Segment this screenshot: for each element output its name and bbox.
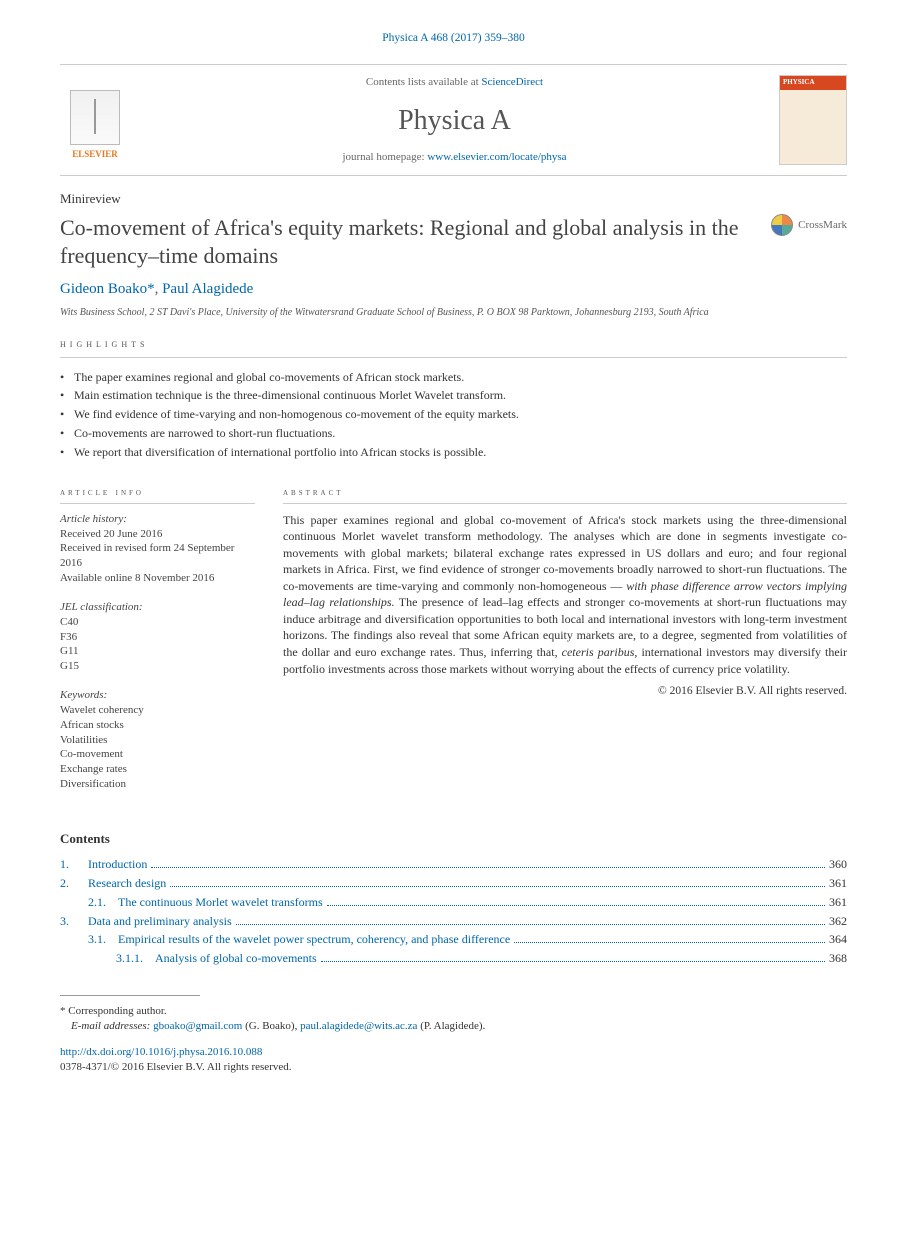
history-label: Article history: — [60, 513, 127, 525]
highlight-item: We report that diversification of intern… — [60, 443, 847, 462]
homepage-link[interactable]: www.elsevier.com/locate/physa — [427, 151, 566, 163]
highlight-item: Co-movements are narrowed to short-run f… — [60, 424, 847, 443]
toc-num: 2. — [60, 875, 88, 892]
table-of-contents: 1. Introduction 360 2. Research design 3… — [60, 856, 847, 967]
author-email-2[interactable]: paul.alagidede@wits.ac.za — [300, 1020, 417, 1032]
doi-link[interactable]: http://dx.doi.org/10.1016/j.physa.2016.1… — [60, 1046, 262, 1058]
highlights-heading: HIGHLIGHTS — [60, 337, 847, 357]
highlights-list: The paper examines regional and global c… — [60, 368, 847, 462]
affiliation: Wits Business School, 2 ST Davi's Place,… — [60, 306, 847, 319]
corr-label: Corresponding author. — [68, 1005, 166, 1017]
article-type: Minireview — [60, 190, 847, 208]
article-history: Article history: Received 20 June 2016 R… — [60, 512, 255, 586]
toc-title: Data and preliminary analysis — [88, 913, 232, 930]
toc-page: 364 — [829, 931, 847, 948]
toc-row[interactable]: 3.1. Empirical results of the wavelet po… — [60, 931, 847, 948]
toc-dots — [327, 905, 825, 906]
email-label: E-mail addresses: — [71, 1020, 150, 1032]
journal-homepage: journal homepage: www.elsevier.com/locat… — [130, 150, 779, 165]
corresponding-author: * Corresponding author. E-mail addresses… — [60, 1004, 847, 1035]
toc-num: 3.1. — [88, 931, 118, 948]
toc-title: The continuous Morlet wavelet transforms — [118, 894, 323, 911]
jel-block: JEL classification: C40 F36 G11 G15 — [60, 600, 255, 674]
toc-row[interactable]: 1. Introduction 360 — [60, 856, 847, 873]
cover-label: PHYSICA — [780, 76, 846, 90]
highlight-item: We find evidence of time-varying and non… — [60, 405, 847, 424]
abstract-copyright: © 2016 Elsevier B.V. All rights reserved… — [283, 683, 847, 699]
jel-label: JEL classification: — [60, 601, 143, 613]
toc-num: 1. — [60, 856, 88, 873]
toc-title: Introduction — [88, 856, 147, 873]
toc-title: Empirical results of the wavelet power s… — [118, 931, 510, 948]
article-title: Co-movement of Africa's equity markets: … — [60, 214, 771, 269]
corr-mark[interactable]: * — [147, 281, 155, 297]
article-info-heading: ARTICLE INFO — [60, 486, 255, 504]
masthead: ELSEVIER Contents lists available at Sci… — [60, 64, 847, 176]
toc-row[interactable]: 2.1. The continuous Morlet wavelet trans… — [60, 894, 847, 911]
toc-page: 368 — [829, 950, 847, 967]
toc-page: 360 — [829, 856, 847, 873]
toc-title: Analysis of global co-movements — [155, 950, 317, 967]
issn-line: 0378-4371/© 2016 Elsevier B.V. All right… — [60, 1060, 847, 1075]
contents-heading: Contents — [60, 830, 847, 848]
toc-num: 3.1.1. — [116, 950, 155, 967]
toc-page: 361 — [829, 894, 847, 911]
journal-cover-thumb: PHYSICA — [779, 75, 847, 165]
toc-dots — [170, 886, 825, 887]
toc-row[interactable]: 2. Research design 361 — [60, 875, 847, 892]
citation-line: Physica A 468 (2017) 359–380 — [60, 30, 847, 46]
crossmark-badge[interactable]: CrossMark — [771, 214, 847, 236]
publisher-name: ELSEVIER — [72, 148, 118, 161]
masthead-center: Contents lists available at ScienceDirec… — [130, 75, 779, 165]
author-2[interactable]: Paul Alagidede — [162, 281, 253, 297]
sciencedirect-link[interactable]: ScienceDirect — [481, 76, 543, 88]
keywords-block: Keywords: Wavelet coherency African stoc… — [60, 688, 255, 792]
contents-available: Contents lists available at ScienceDirec… — [130, 75, 779, 90]
toc-num: 3. — [60, 913, 88, 930]
corr-asterisk: * — [60, 1005, 66, 1017]
journal-name: Physica A — [130, 101, 779, 140]
elsevier-tree-icon — [70, 90, 120, 145]
toc-num: 2.1. — [88, 894, 118, 911]
highlight-item: The paper examines regional and global c… — [60, 368, 847, 387]
crossmark-label: CrossMark — [798, 218, 847, 233]
author-1[interactable]: Gideon Boako — [60, 281, 147, 297]
toc-dots — [321, 961, 825, 962]
abstract-heading: ABSTRACT — [283, 486, 847, 504]
doi-line: http://dx.doi.org/10.1016/j.physa.2016.1… — [60, 1045, 847, 1060]
toc-dots — [151, 867, 825, 868]
abstract-text: This paper examines regional and global … — [283, 512, 847, 677]
author-email-1[interactable]: gboako@gmail.com — [153, 1020, 242, 1032]
toc-dots — [514, 942, 825, 943]
toc-row[interactable]: 3. Data and preliminary analysis 362 — [60, 913, 847, 930]
highlight-item: Main estimation technique is the three-d… — [60, 386, 847, 405]
toc-page: 362 — [829, 913, 847, 930]
toc-page: 361 — [829, 875, 847, 892]
keywords-label: Keywords: — [60, 689, 107, 701]
footer-rule — [60, 995, 200, 996]
authors: Gideon Boako*, Paul Alagidede — [60, 279, 847, 300]
toc-title: Research design — [88, 875, 166, 892]
crossmark-icon — [771, 214, 793, 236]
toc-row[interactable]: 3.1.1. Analysis of global co-movements 3… — [60, 950, 847, 967]
toc-dots — [236, 924, 825, 925]
publisher-logo: ELSEVIER — [60, 80, 130, 160]
